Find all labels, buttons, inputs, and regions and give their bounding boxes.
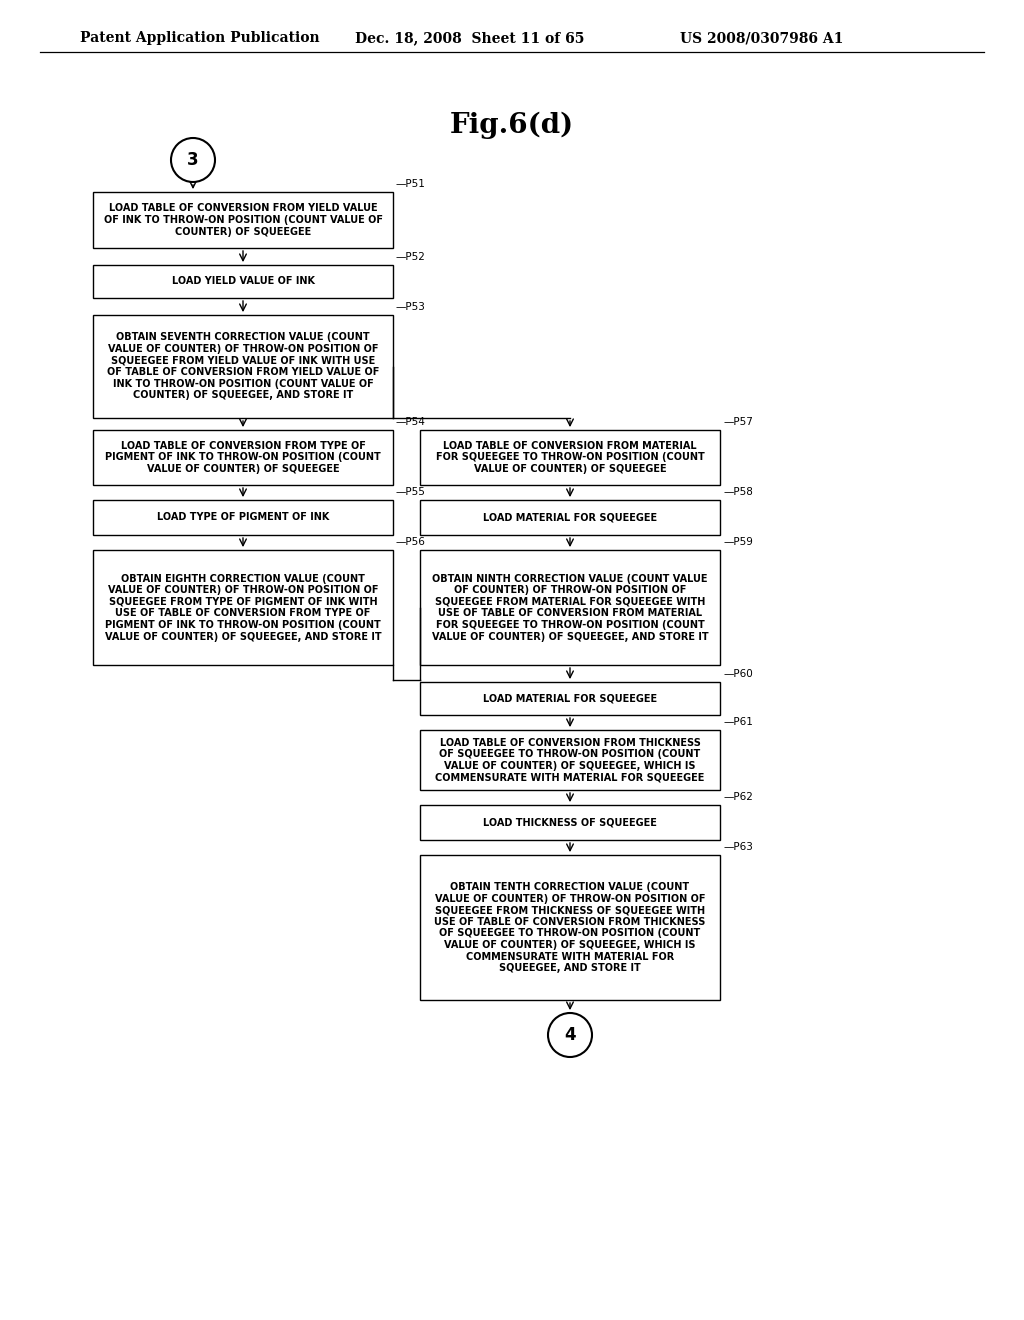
Text: LOAD TYPE OF PIGMENT OF INK: LOAD TYPE OF PIGMENT OF INK [157, 512, 329, 523]
Text: OBTAIN TENTH CORRECTION VALUE (COUNT
VALUE OF COUNTER) OF THROW-ON POSITION OF
S: OBTAIN TENTH CORRECTION VALUE (COUNT VAL… [434, 882, 706, 973]
Bar [420, 682, 720, 715]
Text: —P52: —P52 [396, 252, 426, 261]
Bar [420, 805, 720, 840]
Text: 4: 4 [564, 1026, 575, 1044]
Bar [420, 730, 720, 789]
Circle shape [548, 1012, 592, 1057]
Text: —P59: —P59 [723, 537, 753, 546]
Bar [420, 855, 720, 1001]
Bar [420, 430, 720, 484]
Bar [420, 550, 720, 665]
Text: —P60: —P60 [723, 669, 753, 678]
Text: —P56: —P56 [396, 537, 426, 546]
Text: OBTAIN NINTH CORRECTION VALUE (COUNT VALUE
OF COUNTER) OF THROW-ON POSITION OF
S: OBTAIN NINTH CORRECTION VALUE (COUNT VAL… [432, 573, 709, 642]
Text: Fig.6(d): Fig.6(d) [450, 111, 574, 139]
Text: LOAD YIELD VALUE OF INK: LOAD YIELD VALUE OF INK [171, 276, 314, 286]
Bar [93, 315, 393, 418]
Text: —P63: —P63 [723, 842, 753, 851]
Bar [93, 430, 393, 484]
Text: —P55: —P55 [396, 487, 426, 498]
Bar [420, 500, 720, 535]
Text: Dec. 18, 2008  Sheet 11 of 65: Dec. 18, 2008 Sheet 11 of 65 [355, 30, 585, 45]
Text: —P62: —P62 [723, 792, 753, 803]
Text: OBTAIN EIGHTH CORRECTION VALUE (COUNT
VALUE OF COUNTER) OF THROW-ON POSITION OF
: OBTAIN EIGHTH CORRECTION VALUE (COUNT VA… [104, 573, 381, 642]
Text: —P61: —P61 [723, 717, 753, 727]
Text: LOAD THICKNESS OF SQUEEGEE: LOAD THICKNESS OF SQUEEGEE [483, 817, 657, 828]
Text: —P53: —P53 [396, 302, 426, 312]
Bar [93, 550, 393, 665]
Text: US 2008/0307986 A1: US 2008/0307986 A1 [680, 30, 844, 45]
Circle shape [171, 139, 215, 182]
Text: —P54: —P54 [396, 417, 426, 426]
Text: LOAD MATERIAL FOR SQUEEGEE: LOAD MATERIAL FOR SQUEEGEE [483, 512, 657, 523]
Text: LOAD TABLE OF CONVERSION FROM MATERIAL
FOR SQUEEGEE TO THROW-ON POSITION (COUNT
: LOAD TABLE OF CONVERSION FROM MATERIAL F… [435, 441, 705, 474]
Text: LOAD TABLE OF CONVERSION FROM THICKNESS
OF SQUEEGEE TO THROW-ON POSITION (COUNT
: LOAD TABLE OF CONVERSION FROM THICKNESS … [435, 738, 705, 783]
Bar [93, 265, 393, 298]
Text: LOAD TABLE OF CONVERSION FROM YIELD VALUE
OF INK TO THROW-ON POSITION (COUNT VAL: LOAD TABLE OF CONVERSION FROM YIELD VALU… [103, 203, 383, 236]
Text: LOAD MATERIAL FOR SQUEEGEE: LOAD MATERIAL FOR SQUEEGEE [483, 693, 657, 704]
Text: —P58: —P58 [723, 487, 753, 498]
Text: 3: 3 [187, 150, 199, 169]
Bar [93, 191, 393, 248]
Text: LOAD TABLE OF CONVERSION FROM TYPE OF
PIGMENT OF INK TO THROW-ON POSITION (COUNT: LOAD TABLE OF CONVERSION FROM TYPE OF PI… [105, 441, 381, 474]
Bar [93, 500, 393, 535]
Text: —P57: —P57 [723, 417, 753, 426]
Text: —P51: —P51 [396, 180, 426, 189]
Text: OBTAIN SEVENTH CORRECTION VALUE (COUNT
VALUE OF COUNTER) OF THROW-ON POSITION OF: OBTAIN SEVENTH CORRECTION VALUE (COUNT V… [106, 333, 379, 400]
Text: Patent Application Publication: Patent Application Publication [80, 30, 319, 45]
